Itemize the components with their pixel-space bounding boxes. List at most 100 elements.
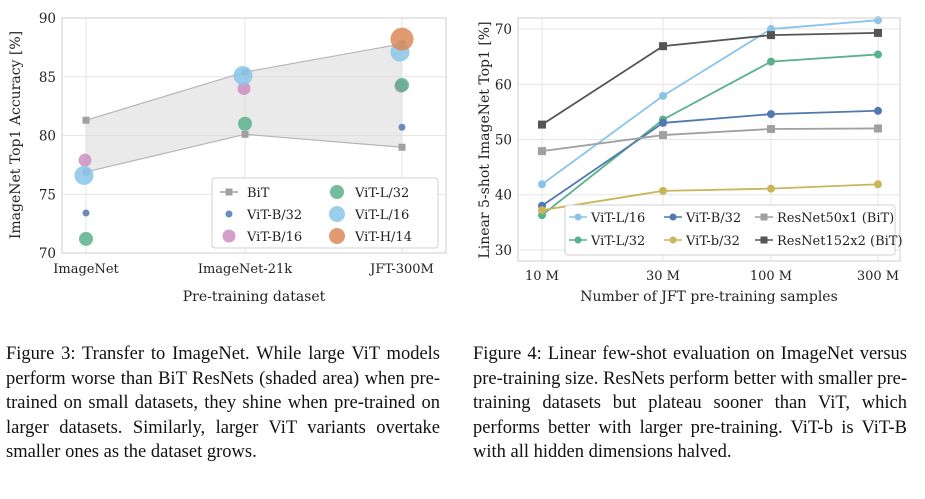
point-vit-b-32 — [874, 180, 882, 189]
y-axis-label: Linear 5-shot ImageNet Top1 [%] — [477, 21, 493, 258]
point-vit-l-16 — [74, 165, 94, 185]
series-line-vit-l-32 — [541, 53, 879, 216]
point-bit — [398, 143, 406, 151]
legend-label-vit-l-16: ViT-L/16 — [590, 211, 645, 226]
point-vit-l-16 — [538, 180, 546, 189]
point-vit-b-32 — [538, 206, 546, 215]
legend-box — [564, 204, 896, 256]
x-tick-label-imagenet: ImageNet — [53, 262, 119, 277]
y-tick-label: 60 — [495, 77, 512, 93]
y-tick-label: 85 — [39, 70, 56, 86]
y-tick-label: 70 — [39, 246, 56, 262]
point-vit-l-32 — [767, 57, 775, 66]
x-axis-label: Number of JFT pre-training samples — [580, 289, 838, 305]
y-tick-label: 40 — [495, 188, 512, 204]
legend-label-vit-l-32: ViT-L/32 — [354, 186, 409, 201]
series-line-vit-b-32 — [541, 183, 879, 212]
series-line-vit-l-16 — [541, 19, 879, 185]
legend-marker-vit-l-16 — [574, 213, 582, 221]
x-tick-labels: 10 M 30 M 100 M 300 M — [525, 269, 899, 284]
point-vit-l-32 — [395, 77, 409, 92]
series-line-resnet152x2-bit — [541, 32, 879, 126]
y-axis-label: ImageNet Top1 Accuracy [%] — [8, 31, 24, 239]
legend-marker-vit-l-32 — [574, 236, 582, 244]
point-resnet152x2-bit — [874, 28, 882, 37]
legend-label-vit-b-32: ViT-B/32 — [246, 208, 302, 223]
legend-box — [211, 177, 439, 249]
x-tick-label-imagenet-21k: ImageNet-21k — [198, 262, 292, 277]
legend-marker-bit — [225, 188, 233, 196]
series-line-resnet50x1-bit — [541, 127, 879, 152]
point-vit-b-32 — [874, 106, 882, 115]
legend-marker-vit-l-16 — [329, 206, 345, 222]
x-tick-label-10-m: 10 M — [525, 269, 559, 284]
point-vit-l-16 — [874, 16, 882, 25]
y-tick-label: 30 — [495, 243, 512, 259]
y-tick-label: 90 — [39, 11, 56, 27]
x-tick-label-30-m: 30 M — [646, 269, 680, 284]
legend-marker-vit-b-16 — [222, 229, 236, 243]
legend-label-vit-b-32: ViT-b/32 — [685, 234, 740, 249]
legend-marker-vit-b-32 — [225, 210, 233, 218]
point-resnet152x2-bit — [659, 42, 667, 51]
legend-marker-resnet50x1-bit — [760, 213, 768, 221]
point-vit-l-16 — [659, 91, 667, 100]
y-tick-label: 70 — [495, 22, 512, 38]
plot-frame — [61, 17, 447, 254]
point-vit-l-16 — [233, 66, 253, 86]
x-axis-label: Pre-training dataset — [183, 289, 326, 305]
point-vit-l-32 — [238, 116, 252, 131]
legend-label-vit-h-14: ViT-H/14 — [354, 230, 412, 245]
legend-label-resnet152x2-bit: ResNet152x2 (BiT) — [777, 234, 903, 249]
series-line-vit-b-32 — [541, 109, 879, 207]
point-resnet50x1-bit — [767, 125, 775, 134]
y-tick-labels: 70 75 80 85 90 — [39, 11, 56, 262]
x-tick-labels: ImageNet ImageNet-21k JFT-300M — [53, 262, 434, 277]
point-vit-b-32 — [659, 186, 667, 195]
legend-marker-vit-b-32 — [669, 236, 677, 244]
y-tick-label: 75 — [39, 187, 56, 203]
point-vit-b-32 — [767, 110, 775, 119]
series-resnet50x1-bit — [538, 124, 882, 156]
point-vit-l-32 — [874, 50, 882, 59]
plot-frame — [517, 17, 901, 262]
point-vit-l-32 — [79, 231, 93, 246]
x-tick-label-300-m: 300 M — [857, 269, 899, 284]
point-vit-b-16 — [78, 153, 92, 167]
legend-marker-vit-h-14 — [329, 228, 345, 244]
y-tick-labels: 30 40 50 60 70 — [495, 22, 512, 259]
point-bit — [241, 130, 249, 138]
legend-marker-vit-l-32 — [330, 185, 344, 199]
y-tick-label: 80 — [39, 129, 56, 145]
point-vit-b-32 — [398, 123, 406, 131]
series-vit-l-16 — [538, 16, 882, 189]
legend-label-vit-l-16: ViT-L/16 — [354, 208, 409, 223]
series-resnet152x2-bit — [538, 28, 882, 129]
point-vit-b-32 — [82, 209, 90, 217]
point-vit-b-16 — [237, 82, 251, 95]
series-vit-b-32 — [538, 180, 882, 215]
legend-marker-vit-b-32 — [669, 213, 677, 221]
point-resnet50x1-bit — [874, 124, 882, 133]
x-tick-label-jft-300m: JFT-300M — [368, 262, 434, 277]
point-bit — [82, 116, 90, 124]
bit-shaded-area — [85, 43, 403, 173]
point-resnet152x2-bit — [767, 31, 775, 40]
point-vit-l-16 — [767, 25, 775, 34]
legend-label-vit-b-16: ViT-B/16 — [246, 230, 302, 245]
point-resnet152x2-bit — [538, 120, 546, 129]
legend-label-vit-b-32: ViT-B/32 — [685, 211, 741, 226]
point-resnet50x1-bit — [659, 131, 667, 140]
legend-label-vit-l-32: ViT-L/32 — [590, 234, 645, 249]
data-points — [74, 27, 414, 246]
figure-4-chart: 30 40 50 60 70 10 M 30 M 100 M 300 M Number of … — [477, 16, 903, 305]
bit-band-area — [86, 43, 402, 172]
legend-label-bit: BiT — [247, 186, 270, 201]
legend-marker-resnet152x2-bit — [760, 236, 768, 244]
legend: ViT-L/16 ViT-B/32 ResNet50x1 (BiT) ViT-L/32… — [564, 204, 903, 256]
figure-4-caption: Figure 4: Linear few-shot evaluation on … — [473, 344, 907, 463]
point-vit-h-14 — [390, 27, 414, 51]
point-vit-b-32 — [767, 184, 775, 193]
point-resnet50x1-bit — [538, 147, 546, 156]
